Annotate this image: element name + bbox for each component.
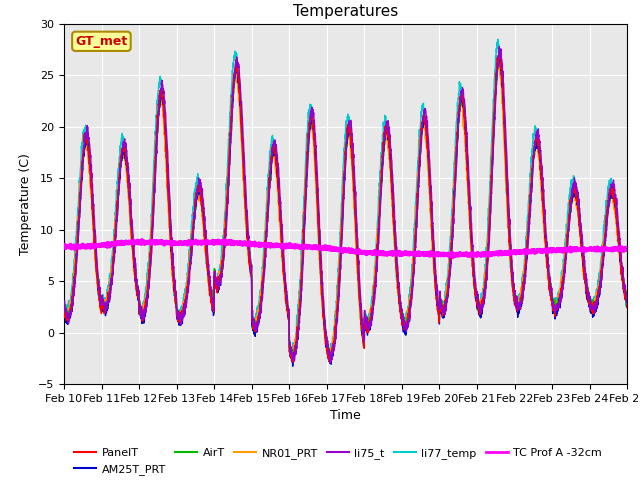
- Y-axis label: Temperature (C): Temperature (C): [19, 153, 33, 255]
- Text: GT_met: GT_met: [76, 35, 127, 48]
- Legend: PanelT, AM25T_PRT, AirT, NR01_PRT, li75_t, li77_temp, TC Prof A -32cm: PanelT, AM25T_PRT, AirT, NR01_PRT, li75_…: [70, 444, 607, 479]
- Title: Temperatures: Temperatures: [293, 4, 398, 19]
- X-axis label: Time: Time: [330, 409, 361, 422]
